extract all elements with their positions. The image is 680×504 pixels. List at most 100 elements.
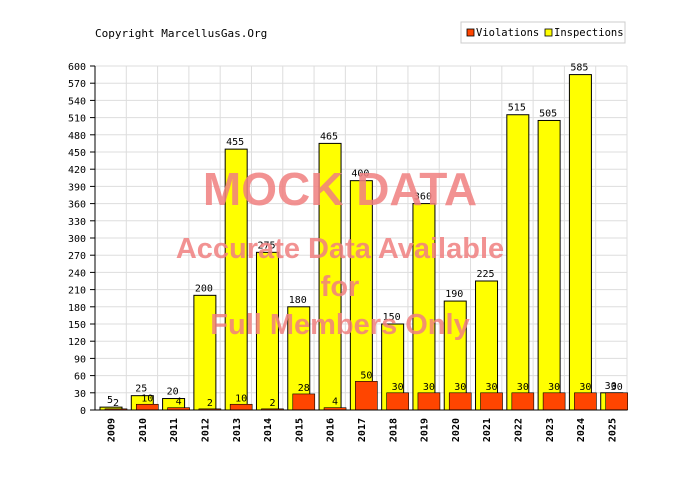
data-label-violations: 2 xyxy=(113,398,119,409)
data-label-inspections: 200 xyxy=(195,283,213,294)
legend-swatch xyxy=(466,28,475,37)
x-tick-label: 2019 xyxy=(420,418,431,442)
data-label-inspections: 25 xyxy=(135,384,147,395)
data-label-inspections: 180 xyxy=(289,295,307,306)
data-label-inspections: 585 xyxy=(570,63,588,74)
x-tick-label: 2023 xyxy=(545,418,556,442)
data-label-violations: 30 xyxy=(392,382,404,393)
bar-violations xyxy=(386,392,409,411)
y-tick-label: 30 xyxy=(74,389,86,400)
bar-violations xyxy=(135,403,159,411)
watermark-line-3: for xyxy=(321,271,360,303)
data-label-violations: 30 xyxy=(423,382,435,393)
y-tick-label: 300 xyxy=(68,234,86,245)
bar-violations xyxy=(480,392,503,411)
data-label-inspections: 455 xyxy=(226,137,244,148)
x-tick-label: 2021 xyxy=(482,418,493,442)
bar-violations xyxy=(511,392,535,411)
bar-violations xyxy=(229,403,253,411)
y-tick-label: 330 xyxy=(68,217,86,228)
legend: Violations Inspections xyxy=(460,21,626,44)
x-tick-label: 2024 xyxy=(576,418,587,442)
y-tick-label: 450 xyxy=(68,148,86,159)
y-tick-label: 270 xyxy=(68,251,86,262)
x-tick-label: 2022 xyxy=(513,418,524,442)
data-label-violations: 30 xyxy=(517,382,529,393)
y-tick-label: 240 xyxy=(68,268,86,279)
y-tick-label: 540 xyxy=(68,96,86,107)
data-label-inspections: 360 xyxy=(414,192,432,203)
bar-violations xyxy=(417,392,441,411)
y-tick-label: 120 xyxy=(68,337,86,348)
data-label-inspections: 30 xyxy=(605,381,617,392)
data-label-violations: 30 xyxy=(579,382,591,393)
bar-inspections xyxy=(568,74,592,411)
data-label-violations: 30 xyxy=(548,382,560,393)
data-label-inspections: 465 xyxy=(320,131,338,142)
x-tick-label: 2011 xyxy=(169,418,180,442)
data-label-inspections: 515 xyxy=(508,103,526,114)
data-labels: 5 225102042002455102752180284654400501503… xyxy=(107,63,623,409)
data-label-violations: 30 xyxy=(611,382,623,393)
x-tick-label: 2017 xyxy=(357,418,368,442)
y-tick-label: 90 xyxy=(74,354,86,365)
data-label-violations: 50 xyxy=(360,370,372,381)
data-label-inspections: 225 xyxy=(476,269,494,280)
data-label-violations: 4 xyxy=(176,397,182,408)
data-label-inspections: 150 xyxy=(383,312,401,323)
data-label-violations: 10 xyxy=(141,393,153,404)
legend-swatch xyxy=(544,28,553,37)
y-tick-label: 570 xyxy=(68,79,86,90)
y-tick-label: 0 xyxy=(80,406,86,417)
data-label-violations: 2 xyxy=(269,398,275,409)
y-tick-label: 480 xyxy=(68,131,86,142)
y-axis-tick-labels: 0 30 60 90 120 150 180 210 240 270 300 330 360 390 420… xyxy=(68,62,86,417)
x-tick-label: 2025 xyxy=(607,418,618,442)
data-label-inspections: 5 xyxy=(107,395,113,406)
x-tick-label: 2020 xyxy=(451,418,462,442)
legend-box xyxy=(460,21,626,44)
x-axis-tick-labels: 2009 2010 2011 2012 2013 2014 2015 2016 2017 2018… xyxy=(107,418,619,442)
y-tick-label: 510 xyxy=(68,114,86,125)
watermark-line-4: Full Members Only xyxy=(210,309,469,341)
bar-violations xyxy=(355,381,378,411)
y-tick-label: 360 xyxy=(68,200,86,211)
y-tick-label: 390 xyxy=(68,182,86,193)
axes xyxy=(94,66,627,411)
data-label-inspections: 275 xyxy=(257,240,275,251)
y-tick-label: 60 xyxy=(74,372,86,383)
bar-violations xyxy=(292,393,316,411)
y-tick-label: 180 xyxy=(68,303,86,314)
y-tick-label: 420 xyxy=(68,165,86,176)
data-label-inspections: 505 xyxy=(539,108,557,119)
data-label-violations: 10 xyxy=(235,393,247,404)
watermark: MOCK DATA Accurate Data Available for Fu… xyxy=(176,163,504,341)
x-tick-label: 2010 xyxy=(138,418,149,442)
bar-inspections xyxy=(506,114,530,411)
y-tick-label: 150 xyxy=(68,320,86,331)
data-label-violations: 2 xyxy=(207,398,213,409)
bar-violations xyxy=(448,392,472,411)
watermark-line-1: MOCK DATA xyxy=(203,163,477,215)
bar-violations xyxy=(542,392,566,411)
x-tick-label: 2015 xyxy=(294,418,305,442)
legend-label: Inspections xyxy=(554,27,624,39)
data-label-violations: 30 xyxy=(454,382,466,393)
x-tick-label: 2013 xyxy=(232,418,243,442)
x-tick-label: 2012 xyxy=(201,418,212,442)
data-label-inspections: 400 xyxy=(351,169,369,180)
x-tick-label: 2009 xyxy=(107,418,118,442)
bar-inspections xyxy=(537,119,561,411)
copyright-text: Copyright MarcellusGas.Org xyxy=(95,27,267,40)
data-label-inspections: 190 xyxy=(445,289,463,300)
legend-label: Violations xyxy=(476,27,539,39)
y-tick-label: 600 xyxy=(68,62,86,73)
bar-violations xyxy=(574,392,597,411)
x-tick-label: 2016 xyxy=(326,418,337,442)
x-tick-label: 2014 xyxy=(263,418,274,442)
bar-violations xyxy=(605,392,629,411)
data-label-violations: 28 xyxy=(298,383,310,394)
y-tick-label: 210 xyxy=(68,286,86,297)
